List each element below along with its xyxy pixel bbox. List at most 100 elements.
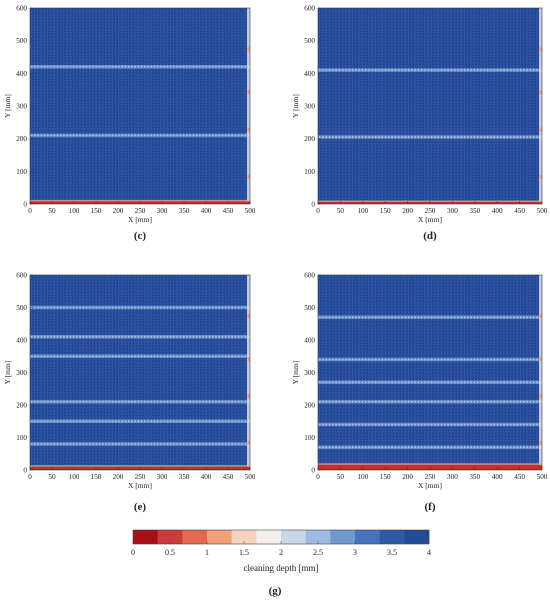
overlap-dot (244, 400, 247, 403)
heatmap-stripe (134, 275, 136, 470)
overlap-dot (387, 316, 390, 319)
heatmap-stripe (101, 275, 104, 470)
overlap-dot (387, 423, 390, 426)
overlap-dot (513, 316, 515, 319)
overlap-dot (470, 316, 473, 319)
heatmap-stripe (146, 8, 149, 204)
overlap-dot (215, 134, 217, 137)
overlap-dot (394, 446, 397, 449)
overlap-dot (420, 69, 423, 71)
overlap-dot (493, 400, 496, 403)
overlap-dot (397, 446, 400, 449)
overlap-dot (202, 134, 204, 137)
heatmap-stripe (463, 8, 466, 204)
overlap-dot (221, 400, 224, 403)
overlap-dot (85, 443, 88, 445)
overlap-dot (150, 400, 153, 403)
heatmap-stripe (95, 8, 97, 204)
overlap-dot (397, 136, 400, 138)
overlap-dot (506, 400, 509, 403)
overlap-dot (176, 400, 179, 403)
overlap-dot (434, 358, 436, 361)
overlap-dot (522, 316, 525, 319)
overlap-dot (331, 446, 334, 449)
overlap-dot (76, 443, 78, 445)
overlap-dot (499, 446, 502, 449)
overlap-dot (195, 65, 198, 68)
heatmap-stripe (456, 8, 459, 204)
overlap-dot (437, 136, 440, 138)
overlap-dot (368, 136, 370, 138)
overlap-dot (173, 65, 175, 68)
overlap-dot (371, 358, 374, 361)
overlap-dot (189, 335, 192, 338)
overlap-dot (401, 423, 403, 426)
overlap-dot (440, 446, 443, 449)
overlap-dot (33, 134, 36, 137)
overlap-dot (522, 400, 525, 403)
heatmap-stripe (486, 275, 489, 470)
overlap-dot (483, 400, 486, 403)
overlap-dot (224, 306, 227, 309)
overlap-dot (85, 134, 88, 137)
overlap-dot (387, 381, 390, 384)
heatmap-stripe (114, 8, 117, 204)
overlap-dot (137, 420, 140, 423)
overlap-dot (483, 423, 486, 426)
heatmap-stripe (526, 275, 528, 470)
overlap-band (30, 419, 250, 424)
heatmap-stripe (127, 8, 130, 204)
heatmap-stripe (440, 275, 443, 470)
overlap-dot (124, 65, 127, 68)
heatmap-stripe (516, 275, 518, 470)
overlap-dot (137, 443, 140, 445)
heatmap-stripe (82, 275, 85, 470)
overlap-dot (192, 306, 195, 309)
overlap-dot (244, 420, 247, 423)
overlap-dot (114, 355, 117, 358)
heatmap-stripe (423, 275, 426, 470)
heatmap-stripe (476, 8, 479, 204)
heatmap-stripe (506, 275, 509, 470)
overlap-dot (381, 400, 384, 403)
overlap-dot (50, 400, 52, 403)
x-tick-label: 150 (91, 207, 102, 215)
overlap-dot (37, 65, 39, 68)
heatmap-stripe (185, 8, 188, 204)
edge-speck (539, 314, 542, 318)
overlap-dot (69, 335, 72, 338)
heatmap-stripe (244, 8, 246, 204)
overlap-dot (522, 69, 525, 71)
overlap-dot (76, 420, 78, 423)
overlap-dot (143, 134, 146, 137)
overlap-dot (195, 355, 198, 358)
overlap-dot (228, 335, 230, 338)
overlap-dot (496, 446, 499, 449)
overlap-dot (516, 316, 519, 319)
overlap-dot (466, 358, 469, 361)
overlap-dot (532, 136, 535, 138)
overlap-dot (46, 335, 49, 338)
overlap-dot (221, 134, 224, 137)
overlap-dot (368, 446, 370, 449)
x-tick-label: 500 (245, 207, 256, 215)
overlap-band (30, 442, 250, 446)
overlap-dot (186, 420, 188, 423)
overlap-dot (56, 443, 59, 445)
overlap-dot (147, 335, 149, 338)
y-axis-label: Y [mm] (3, 94, 12, 118)
overlap-dot (493, 358, 496, 361)
heatmap-stripe (394, 275, 397, 470)
overlap-dot (228, 355, 230, 358)
heatmap-stripe (423, 8, 426, 204)
overlap-dot (328, 136, 331, 138)
overlap-dot (215, 400, 217, 403)
overlap-dot (211, 65, 214, 68)
heatmap-stripe (159, 275, 162, 470)
overlap-dot (513, 69, 515, 71)
y-tick-label: 600 (304, 5, 315, 13)
overlap-dot (450, 136, 453, 138)
overlap-dot (476, 381, 479, 384)
overlap-dot (150, 134, 153, 137)
overlap-dot (443, 69, 446, 71)
